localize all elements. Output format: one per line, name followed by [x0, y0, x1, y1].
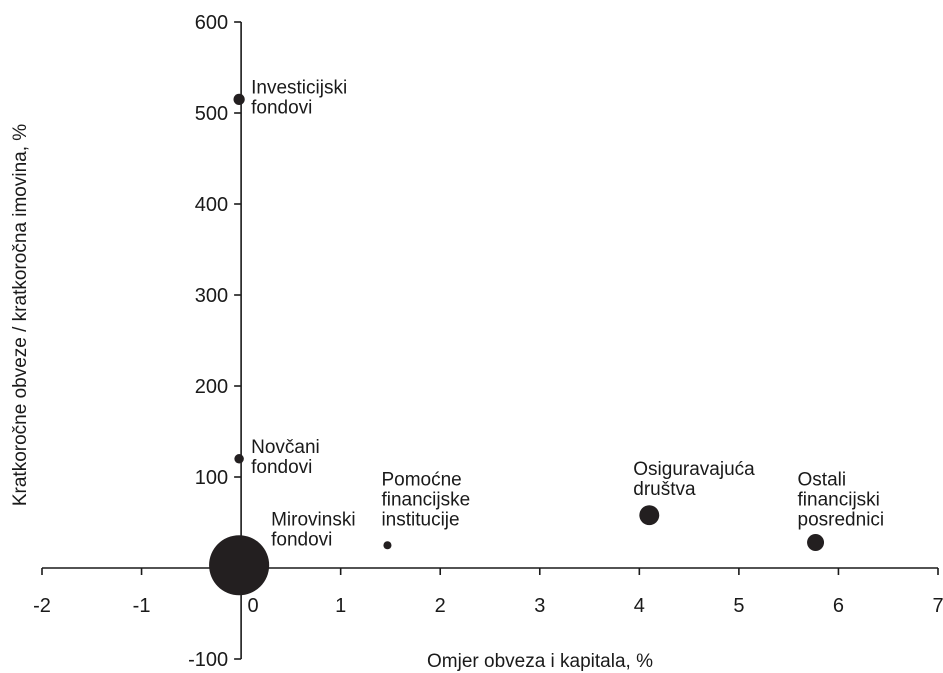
- point-label-line: Pomoćne: [381, 469, 461, 490]
- y-tick-label: 200: [195, 376, 228, 398]
- bubble-point: [639, 505, 660, 526]
- point-label-line: Investicijski: [251, 77, 347, 98]
- point-label: Osiguravajuća društva: [633, 459, 755, 500]
- y-tick-label: 600: [195, 12, 228, 34]
- x-tick-label: 5: [733, 595, 744, 617]
- x-tick-label: 7: [932, 595, 943, 617]
- point-label-line: fondovi: [251, 457, 312, 478]
- y-tick-label: 500: [195, 103, 228, 125]
- point-label-line: Mirovinski: [271, 509, 355, 530]
- x-tick-label: 6: [833, 595, 844, 617]
- point-label: Novčani fondovi: [251, 437, 320, 478]
- x-tick-label: -1: [133, 595, 151, 617]
- point-label: Mirovinski fondovi: [271, 509, 355, 550]
- x-tick-label: 4: [634, 595, 645, 617]
- bubble-point: [383, 541, 392, 550]
- y-tick-label: -100: [188, 649, 228, 671]
- x-axis-title: Omjer obveza i kapitala, %: [427, 651, 653, 672]
- x-tick-label: 0: [248, 595, 259, 617]
- x-tick-label: -2: [33, 595, 51, 617]
- point-label-line: posrednici: [798, 510, 885, 531]
- bubble-point: [233, 93, 245, 105]
- bubble-point: [807, 534, 825, 552]
- y-axis-title: Kratkoročne obveze / kratkoročna imovina…: [10, 124, 31, 506]
- point-label-line: fondovi: [271, 529, 332, 550]
- y-tick-label: 100: [195, 467, 228, 489]
- bubbles: [209, 93, 825, 596]
- point-label-line: institucije: [381, 509, 459, 530]
- point-label: Pomoćne financijske institucije: [381, 469, 470, 530]
- y-tick-label: 400: [195, 194, 228, 216]
- point-label: Investicijski fondovi: [251, 77, 347, 118]
- point-label-line: Novčani: [251, 437, 320, 458]
- point-label-line: fondovi: [251, 97, 312, 118]
- bubble-point: [234, 454, 244, 464]
- point-label-line: financijski: [798, 490, 880, 511]
- x-tick-label: 2: [435, 595, 446, 617]
- point-label-line: Osiguravajuća: [633, 459, 755, 480]
- bubble-point: [209, 535, 270, 596]
- y-tick-label: 300: [195, 285, 228, 307]
- point-label-line: Ostali: [798, 470, 847, 491]
- point-label-line: društva: [633, 479, 696, 500]
- point-label: Ostali financijski posrednici: [798, 470, 885, 531]
- point-label-line: financijske: [381, 489, 470, 510]
- x-tick-label: 1: [335, 595, 346, 617]
- x-tick-label: 3: [534, 595, 545, 617]
